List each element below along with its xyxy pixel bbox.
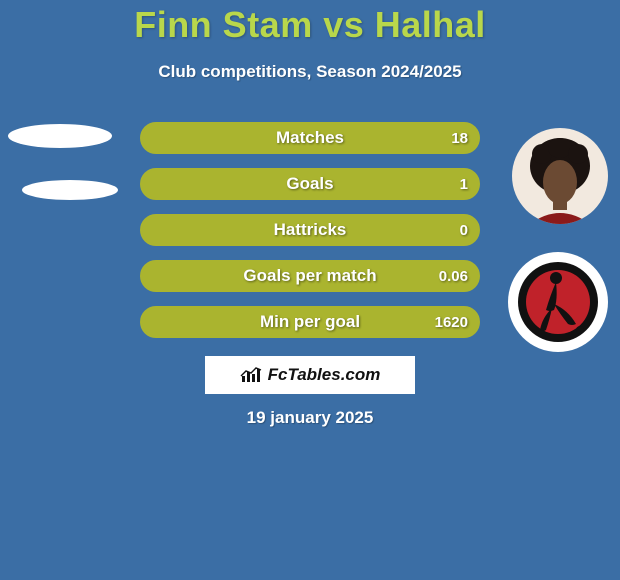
- bar-goals: 1 Goals: [140, 168, 480, 200]
- club-badge-icon: [516, 260, 600, 344]
- bar-matches: 18 Matches: [140, 122, 480, 154]
- bar-fill-right: [142, 124, 478, 152]
- bar-value-right: 1: [460, 170, 468, 198]
- club-badge: [508, 252, 608, 352]
- brand-text: FcTables.com: [268, 365, 381, 385]
- avatar-icon: [520, 136, 600, 224]
- bar-value-right: 1620: [435, 308, 468, 336]
- infographic-canvas: Finn Stam vs Halhal Club competitions, S…: [0, 0, 620, 580]
- brand-footer: FcTables.com: [203, 354, 417, 396]
- bar-fill-right: [142, 308, 478, 336]
- bar-value-right: 18: [451, 124, 468, 152]
- page-title: Finn Stam vs Halhal: [0, 4, 620, 46]
- bar-hattricks: 0 Hattricks: [140, 214, 480, 246]
- bar-fill-right: [142, 170, 478, 198]
- bar-fill-right: [142, 262, 478, 290]
- bar-goals-per-match: 0.06 Goals per match: [140, 260, 480, 292]
- left-player-placeholder-2: [22, 180, 118, 200]
- bar-min-per-goal: 1620 Min per goal: [140, 306, 480, 338]
- subtitle: Club competitions, Season 2024/2025: [0, 62, 620, 82]
- stat-bars: 18 Matches 1 Goals 0 Hattricks 0.06 Goal…: [140, 122, 480, 338]
- bar-value-right: 0: [460, 216, 468, 244]
- bar-fill-right: [142, 216, 478, 244]
- bar-value-right: 0.06: [439, 262, 468, 290]
- left-player-placeholder-1: [8, 124, 112, 148]
- chart-icon: [240, 366, 262, 384]
- right-player-avatar: [512, 128, 608, 224]
- date-text: 19 january 2025: [0, 408, 620, 428]
